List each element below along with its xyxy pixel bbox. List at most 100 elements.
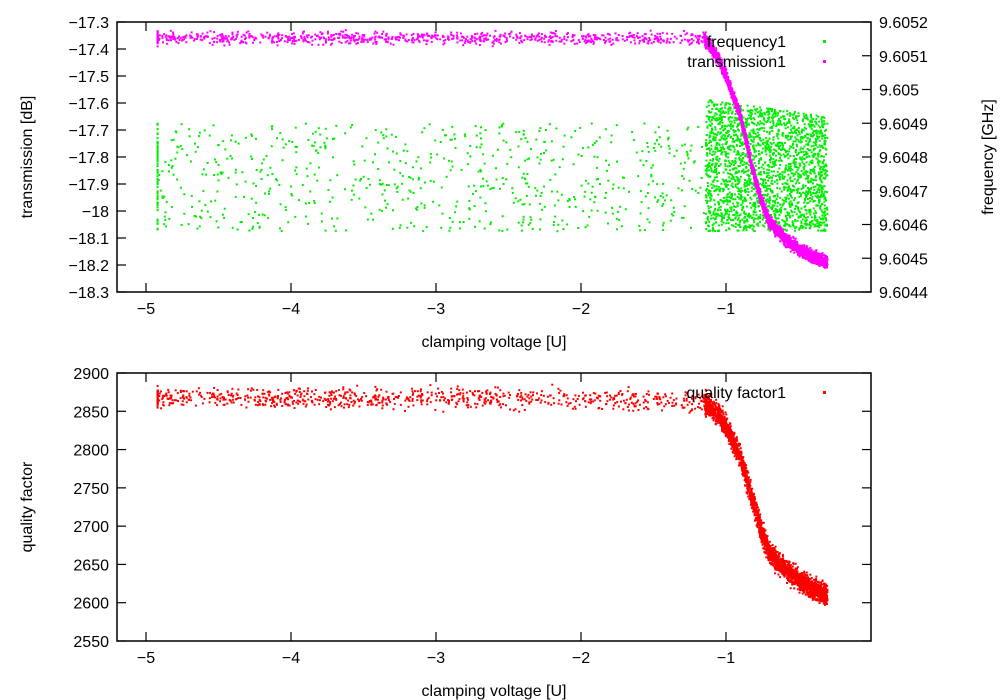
data-point — [156, 209, 159, 212]
data-point — [388, 161, 391, 164]
data-point — [514, 197, 517, 200]
data-point — [768, 169, 771, 172]
data-point — [802, 119, 804, 122]
data-point — [682, 177, 685, 180]
data-point — [420, 167, 423, 170]
data-point — [819, 194, 822, 197]
data-point — [323, 141, 326, 144]
data-point — [713, 153, 716, 156]
data-point — [824, 169, 827, 171]
data-point — [770, 182, 773, 185]
data-point — [469, 155, 472, 158]
data-point — [643, 40, 646, 43]
data-point — [826, 170, 829, 173]
data-point — [824, 163, 827, 166]
data-point — [590, 209, 593, 212]
data-point — [760, 122, 763, 125]
data-point — [822, 146, 825, 149]
data-point — [714, 162, 717, 165]
data-point — [753, 151, 756, 154]
data-point — [721, 101, 724, 104]
data-point — [815, 175, 817, 178]
data-point — [445, 134, 447, 137]
data-point — [704, 35, 707, 38]
data-point — [730, 135, 733, 138]
data-point — [469, 145, 472, 147]
data-point — [592, 41, 595, 44]
data-point — [784, 244, 786, 247]
data-point — [236, 33, 239, 36]
data-point — [709, 115, 712, 118]
data-point — [497, 39, 500, 42]
data-point — [673, 211, 676, 214]
data-point — [776, 122, 779, 125]
data-point — [292, 36, 295, 39]
data-point — [480, 126, 482, 129]
data-point — [812, 168, 815, 171]
data-point — [710, 130, 713, 133]
data-point — [697, 125, 700, 128]
data-point — [320, 220, 323, 223]
data-point — [822, 168, 825, 171]
data-point — [558, 166, 561, 169]
data-point — [276, 179, 279, 182]
data-point — [631, 130, 634, 133]
data-point — [712, 222, 715, 225]
data-point — [743, 212, 746, 215]
data-point — [795, 182, 798, 185]
data-point — [788, 201, 791, 204]
data-point — [813, 192, 816, 195]
data-point — [712, 213, 715, 216]
data-point — [768, 154, 771, 157]
data-point — [736, 211, 739, 214]
data-point — [802, 112, 805, 115]
data-point — [700, 40, 703, 43]
data-point — [713, 118, 716, 121]
data-point — [203, 35, 206, 38]
data-point — [478, 37, 481, 40]
data-point — [715, 162, 718, 165]
data-point — [156, 142, 159, 145]
data-point — [230, 134, 233, 137]
data-point — [361, 36, 364, 39]
data-point — [615, 124, 618, 127]
data-point — [255, 169, 258, 171]
data-point — [193, 215, 196, 217]
data-point — [781, 173, 784, 176]
data-point — [772, 112, 775, 115]
data-point — [712, 158, 715, 160]
data-point — [605, 169, 608, 172]
data-point — [771, 189, 774, 192]
data-point — [168, 217, 171, 220]
data-point — [366, 218, 369, 221]
data-point — [718, 132, 721, 135]
data-point — [768, 159, 771, 161]
data-point — [293, 36, 296, 39]
data-point — [615, 37, 618, 40]
data-point — [766, 168, 769, 171]
data-point — [720, 112, 723, 115]
data-point — [756, 128, 759, 131]
data-point — [360, 38, 363, 41]
data-point — [690, 226, 692, 229]
data-point — [801, 156, 804, 159]
data-point — [772, 163, 775, 165]
data-point — [623, 176, 626, 179]
data-point — [483, 37, 486, 40]
data-point — [754, 193, 757, 195]
data-point — [777, 152, 780, 155]
data-point — [744, 118, 747, 121]
data-point — [802, 225, 805, 228]
data-point — [543, 152, 545, 154]
data-point — [234, 168, 237, 171]
data-point — [723, 183, 726, 186]
data-point — [780, 206, 783, 209]
data-point — [443, 42, 446, 45]
data-point — [434, 31, 437, 34]
data-point — [710, 167, 713, 170]
data-point — [789, 216, 792, 219]
data-point — [822, 155, 825, 158]
data-point — [807, 189, 810, 192]
data-point — [724, 138, 727, 141]
data-point — [521, 203, 524, 206]
